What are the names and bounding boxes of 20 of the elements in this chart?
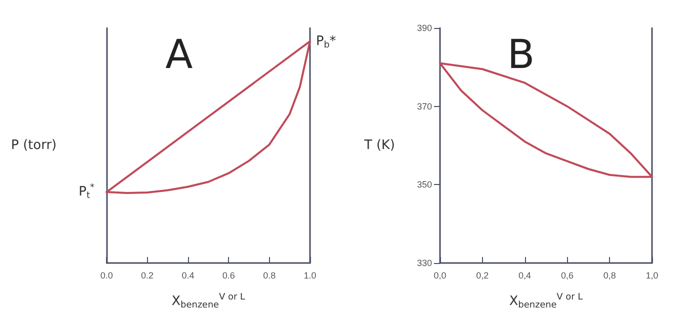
x-tick-label: 0,2	[476, 270, 489, 280]
x-tick-label: 0.6	[222, 270, 235, 280]
y-axis-title: P (torr)	[10, 138, 57, 153]
x-tick-label: 0.2	[141, 270, 154, 280]
x-tick-label: 0.8	[263, 270, 276, 280]
y-tick-label: 390	[416, 23, 432, 33]
x-tick-label: 0.0	[100, 270, 113, 280]
y-tick-label: 350	[416, 180, 432, 190]
x-tick-label: 0.4	[182, 270, 194, 280]
y-tick-label: 330	[416, 258, 432, 268]
x-tick-label: 0,6	[560, 270, 574, 280]
x-tick-label: 0,4	[518, 270, 532, 280]
chart-title: A	[165, 32, 194, 78]
x-tick-label: 0,8	[603, 270, 616, 280]
y-tick-label: 370	[416, 101, 432, 112]
x-tick-label: 1,0	[646, 270, 658, 280]
x-tick-label: 0,0	[434, 270, 446, 280]
x-tick-label: 1.0	[304, 270, 316, 280]
y-axis-title: T (K)	[363, 138, 395, 153]
chart-title: B	[507, 32, 535, 78]
